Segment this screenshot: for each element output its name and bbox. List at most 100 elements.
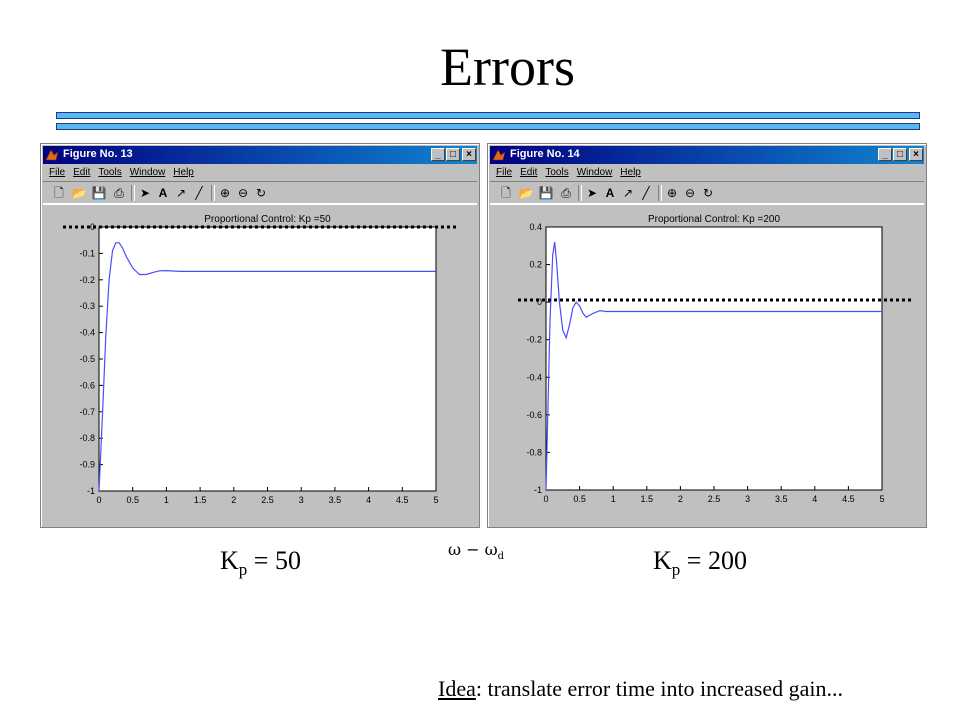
window-titlebar[interactable]: Figure No. 14 _ □ × — [490, 146, 924, 164]
matlab-icon — [45, 148, 59, 162]
maximize-button[interactable]: □ — [893, 148, 907, 161]
menu-window[interactable]: Window — [129, 167, 166, 178]
idea-text: : translate error time into increased ga… — [475, 676, 843, 701]
text-icon[interactable]: A — [158, 186, 168, 200]
menu-file[interactable]: File — [496, 167, 513, 178]
print-icon[interactable]: ⎙ — [114, 186, 124, 200]
axes-box — [98, 226, 437, 492]
y-tick-label: -0.9 — [79, 460, 95, 470]
axes-box — [545, 226, 883, 491]
y-tick-label: -0.8 — [526, 447, 542, 457]
menu-help[interactable]: Help — [620, 167, 641, 178]
menu-bar: File Edit Tools Window Help — [43, 164, 477, 181]
y-tick-label: -0.6 — [526, 410, 542, 420]
zoom-out-icon[interactable]: ⊖ — [237, 186, 249, 200]
pointer-icon[interactable]: ➤ — [586, 186, 598, 200]
kp-value: = 200 — [680, 546, 747, 575]
y-tick-label: -1 — [534, 485, 542, 495]
error-series-line — [545, 241, 882, 491]
window-titlebar[interactable]: Figure No. 13 _ □ × — [43, 146, 477, 164]
toolbar-separator — [131, 185, 135, 201]
y-tick-label: -0.6 — [79, 380, 95, 390]
x-tick-label: 4.5 — [842, 494, 855, 504]
menu-file[interactable]: File — [49, 167, 66, 178]
x-tick-label: 2.5 — [708, 494, 721, 504]
plot-area[interactable]: Proportional Control: Kp =50 0 0.5 1 1.5 2 2.5… — [41, 206, 479, 524]
window-title: Figure No. 14 — [510, 148, 580, 160]
new-file-icon[interactable]: 🗋 — [54, 186, 64, 200]
x-tick-label: 1 — [611, 494, 616, 504]
kp-value: = 50 — [247, 546, 301, 575]
y-tick-label: -0.8 — [79, 433, 95, 443]
x-tick-label: 3.5 — [329, 495, 342, 505]
kp-symbol: K — [653, 546, 672, 575]
window-title: Figure No. 13 — [63, 148, 133, 160]
line-icon[interactable]: ╱ — [195, 186, 203, 200]
maximize-button[interactable]: □ — [446, 148, 460, 161]
error-symbol: ω − ωd — [448, 540, 504, 562]
menu-bar: File Edit Tools Window Help — [490, 164, 924, 181]
toolbar-separator — [658, 185, 662, 201]
x-tick-label: 4 — [812, 494, 817, 504]
y-tick-label: -0.2 — [79, 275, 95, 285]
zoom-in-icon[interactable]: ⊕ — [666, 186, 678, 200]
minimize-button[interactable]: _ — [431, 148, 445, 161]
kp-subscript: p — [671, 560, 681, 580]
y-tick-label: -0.4 — [79, 328, 95, 338]
toolbar: 🗋 📂 💾 ⎙ ➤ A ↗ ╱ ⊕ ⊖ ↻ — [490, 181, 924, 205]
y-tick-label: -1 — [87, 486, 95, 496]
menu-edit[interactable]: Edit — [520, 167, 538, 178]
zoom-in-icon[interactable]: ⊕ — [219, 186, 231, 200]
arrow-icon[interactable]: ↗ — [622, 186, 634, 200]
y-tick-label: 0.4 — [529, 222, 542, 232]
x-tick-label: 4 — [366, 495, 371, 505]
accent-bar-bottom — [56, 123, 920, 130]
open-folder-icon[interactable]: 📂 — [71, 186, 87, 200]
plot-area[interactable]: Proportional Control: Kp =200 0 0.5 1 1.5 2 2.… — [488, 206, 926, 524]
slide-title: Errors — [440, 37, 575, 97]
x-tick-label: 1 — [164, 495, 169, 505]
new-file-icon[interactable]: 🗋 — [501, 186, 511, 200]
y-tick-label: -0.5 — [79, 354, 95, 364]
y-tick-label: -0.2 — [526, 335, 542, 345]
zoom-out-icon[interactable]: ⊖ — [684, 186, 696, 200]
accent-bar-top — [56, 112, 920, 119]
x-tick-label: 2.5 — [261, 495, 274, 505]
omega-subscript: d — [497, 551, 505, 563]
y-tick-label: 0 — [537, 297, 542, 307]
toolbar-separator — [578, 185, 582, 201]
menu-edit[interactable]: Edit — [73, 167, 91, 178]
save-icon[interactable]: 💾 — [538, 186, 554, 200]
close-button[interactable]: × — [462, 148, 476, 161]
matlab-icon — [492, 148, 506, 162]
close-button[interactable]: × — [909, 148, 923, 161]
x-tick-label: 3 — [745, 494, 750, 504]
text-icon[interactable]: A — [605, 186, 615, 200]
kp-subscript: p — [238, 560, 248, 580]
pointer-icon[interactable]: ➤ — [139, 186, 151, 200]
error-series-line — [98, 242, 436, 492]
y-tick-label: -0.3 — [79, 301, 95, 311]
x-tick-label: 2 — [678, 494, 683, 504]
x-tick-label: 3.5 — [775, 494, 788, 504]
y-tick-label: -0.4 — [526, 372, 542, 382]
menu-tools[interactable]: Tools — [98, 167, 122, 178]
rotate-icon[interactable]: ↻ — [702, 186, 714, 200]
x-tick-label: 3 — [299, 495, 304, 505]
rotate-icon[interactable]: ↻ — [255, 186, 267, 200]
save-icon[interactable]: 💾 — [91, 186, 107, 200]
open-folder-icon[interactable]: 📂 — [518, 186, 534, 200]
print-icon[interactable]: ⎙ — [561, 186, 571, 200]
x-tick-label: 1.5 — [194, 495, 207, 505]
menu-tools[interactable]: Tools — [545, 167, 569, 178]
arrow-icon[interactable]: ↗ — [175, 186, 187, 200]
kp-symbol: K — [220, 546, 239, 575]
line-icon[interactable]: ╱ — [642, 186, 650, 200]
y-tick-label: 0.2 — [529, 260, 542, 270]
minimize-button[interactable]: _ — [878, 148, 892, 161]
menu-window[interactable]: Window — [576, 167, 613, 178]
menu-help[interactable]: Help — [173, 167, 194, 178]
x-tick-label: 0.5 — [573, 494, 586, 504]
omega-text: ω − ω — [448, 540, 498, 559]
idea-prefix: Idea — [438, 676, 476, 701]
